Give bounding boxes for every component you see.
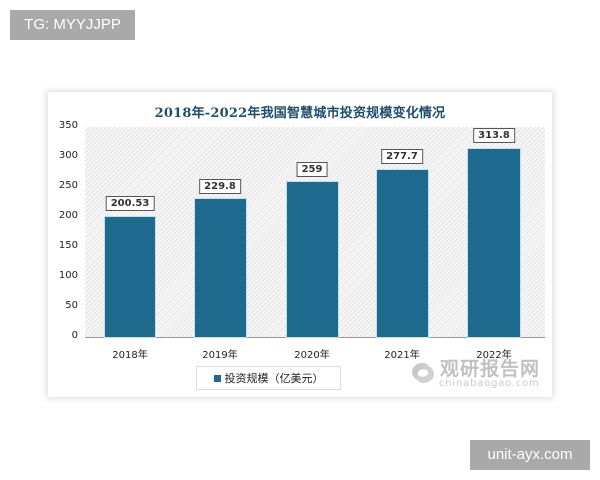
bar-2022 xyxy=(468,149,520,337)
x-axis-line xyxy=(85,337,545,338)
watermark-brand-cn: 观研报告网 xyxy=(440,358,541,380)
chart-title: 2018年-2022年我国智慧城市投资规模变化情况 xyxy=(154,106,446,121)
value-label-2019: 229.8 xyxy=(199,179,241,194)
y-tick-300: 300 xyxy=(58,150,78,161)
chart-legend: 投资规模（亿美元） xyxy=(196,366,341,390)
y-tick-50: 50 xyxy=(65,300,78,311)
legend-swatch-icon xyxy=(213,374,221,382)
watermark-brand-en: chinabaogao.com xyxy=(439,378,540,389)
x-label-2020: 2020年 xyxy=(294,350,330,361)
y-tick-250: 250 xyxy=(58,180,78,191)
x-label-2019: 2019年 xyxy=(202,350,238,361)
bar-2018 xyxy=(105,217,155,337)
bar-2019 xyxy=(195,199,246,337)
site-watermark-tag: unit-ayx.com xyxy=(470,440,590,470)
y-tick-100: 100 xyxy=(58,270,78,281)
legend-label: 投资规模（亿美元） xyxy=(224,372,324,385)
tg-watermark-tag: TG: MYYJJPP xyxy=(10,10,135,40)
swirl-logo-icon xyxy=(412,363,434,383)
x-label-2021: 2021年 xyxy=(384,350,420,361)
y-tick-150: 150 xyxy=(58,240,78,251)
y-tick-350: 350 xyxy=(58,120,78,131)
chinabaogao-watermark: 观研报告网 chinabaogao.com xyxy=(404,354,554,394)
bar-2021 xyxy=(377,170,428,337)
value-label-2022: 313.8 xyxy=(473,128,515,143)
bar-2020 xyxy=(287,182,338,337)
chart-panel: 2018年-2022年我国智慧城市投资规模变化情况 350 300 250 20… xyxy=(48,92,552,397)
value-label-2018: 200.53 xyxy=(105,196,155,211)
x-label-2018: 2018年 xyxy=(112,350,148,361)
value-label-2021: 277.7 xyxy=(381,149,423,164)
y-tick-0: 0 xyxy=(71,330,78,341)
value-label-2020: 259 xyxy=(296,162,328,177)
y-tick-200: 200 xyxy=(58,210,78,221)
x-label-2022: 2022年 xyxy=(476,350,512,361)
